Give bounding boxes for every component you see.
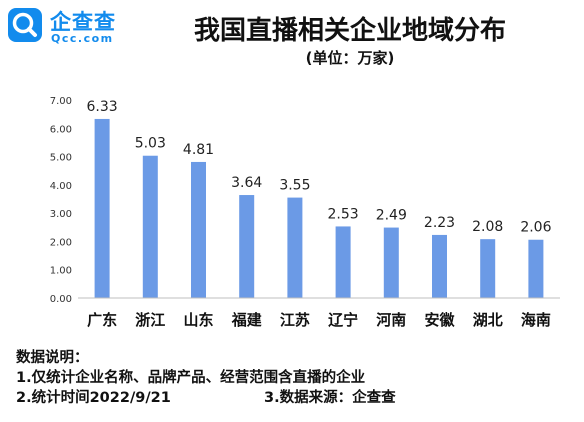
x-axis: 广东 浙江 山东 福建 江苏 辽宁 河南 安徽 湖北 海南 — [78, 297, 560, 329]
x-tick-label: 福建 — [231, 311, 263, 329]
bar — [94, 118, 110, 298]
bar — [432, 234, 447, 298]
bars: 6.33 5.03 4.81 3.64 3.55 2.53 2.49 2.23 2.08 2.06 — [87, 99, 552, 298]
y-tick-label: 0.00 — [50, 294, 72, 305]
x-tick-label: 安徽 — [424, 311, 455, 329]
data-notes: 数据说明： 1.仅统计企业名称、品牌产品、经营范围含直播的企业 2.统计时间20… — [16, 348, 396, 408]
y-axis: 0.00 1.00 2.00 3.00 4.00 5.00 6.00 7.00 — [50, 96, 72, 305]
chart-title: 我国直播相关企业地域分布 — [193, 16, 506, 46]
x-tick-label: 广东 — [87, 311, 117, 329]
notes-heading: 数据说明： — [16, 350, 89, 366]
data-label: 2.08 — [472, 219, 503, 235]
x-tick-label: 浙江 — [135, 311, 165, 329]
bar — [383, 227, 399, 298]
x-tick-label: 湖北 — [473, 311, 503, 329]
bar — [528, 239, 544, 298]
data-label: 2.53 — [328, 206, 359, 222]
data-label: 2.06 — [520, 220, 551, 236]
data-label: 5.03 — [135, 136, 166, 152]
x-tick-label: 江苏 — [280, 311, 310, 329]
brand-logo-icon — [8, 8, 42, 42]
y-tick-label: 1.00 — [50, 266, 72, 277]
notes-data-source: 3.数据来源：企查查 — [264, 390, 396, 406]
notes-line-2: 2.统计时间2022/9/21 3.数据来源：企查查 — [16, 388, 396, 408]
brand-logo: 企查查 Qcc.com — [8, 6, 138, 46]
data-label: 4.81 — [183, 142, 214, 158]
bar — [191, 161, 206, 298]
y-tick-label: 6.00 — [50, 124, 72, 135]
notes-line-1: 1.仅统计企业名称、品牌产品、经营范围含直播的企业 — [16, 370, 366, 386]
data-label: 2.49 — [376, 208, 407, 224]
y-tick-label: 7.00 — [50, 96, 72, 107]
x-tick-label: 辽宁 — [328, 311, 358, 329]
data-label: 3.55 — [279, 178, 310, 194]
x-tick-label: 山东 — [183, 311, 213, 329]
data-label: 3.64 — [231, 175, 262, 191]
bar — [287, 197, 303, 298]
y-tick-label: 5.00 — [50, 153, 72, 164]
bar — [335, 226, 351, 298]
bar — [239, 195, 255, 298]
chart-subtitle: (单位：万家) — [305, 49, 395, 67]
data-label: 2.23 — [424, 215, 455, 231]
brand-domain: Qcc.com — [51, 32, 114, 45]
bar — [480, 239, 496, 298]
brand-name: 企查查 — [50, 10, 116, 34]
y-tick-label: 3.00 — [50, 209, 72, 220]
data-label: 6.33 — [87, 99, 118, 115]
bar — [142, 155, 158, 298]
x-tick-label: 河南 — [376, 311, 406, 329]
x-tick-label: 海南 — [521, 311, 551, 329]
y-tick-label: 4.00 — [50, 181, 72, 192]
notes-stat-time: 2.统计时间2022/9/21 — [16, 390, 171, 406]
y-tick-label: 2.00 — [50, 237, 72, 248]
